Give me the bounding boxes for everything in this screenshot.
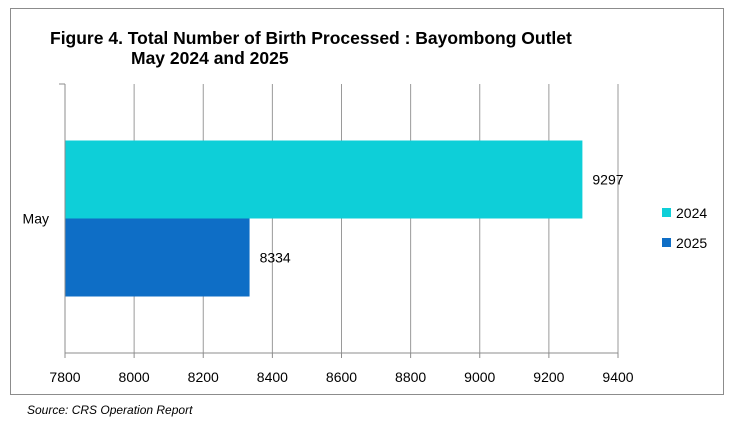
source-note: Source: CRS Operation Report: [27, 403, 193, 417]
bar-2024-May: [65, 140, 583, 219]
x-tick-label-8000: 8000: [119, 369, 150, 385]
legend-swatch-2025: [662, 238, 671, 247]
x-tick-label-8800: 8800: [395, 369, 426, 385]
x-tick-label-8400: 8400: [257, 369, 288, 385]
chart-title-line1: Figure 4. Total Number of Birth Processe…: [50, 28, 572, 48]
chart-subtitle: May 2024 and 2025: [131, 48, 289, 68]
chart-title: Figure 4. Total Number of Birth Processe…: [50, 28, 572, 68]
legend-label-2024: 2024: [676, 205, 707, 221]
data-label-2024-May: 9297: [592, 172, 623, 188]
x-tick-label-8200: 8200: [188, 369, 219, 385]
bars: [65, 140, 583, 297]
legend: 2024 2025: [662, 205, 707, 251]
y-category-label-May: May: [23, 211, 49, 227]
axes: [59, 83, 619, 358]
labels: 7800 8000 8200 8400 8600 8800 9000 9200 9400 9297…: [23, 172, 634, 386]
x-tick-label-7800: 7800: [49, 369, 80, 385]
x-tick-label-8600: 8600: [326, 369, 357, 385]
data-label-2025-May: 8334: [260, 250, 291, 266]
x-tick-label-9000: 9000: [464, 369, 495, 385]
legend-swatch-2024: [662, 208, 671, 217]
x-tick-label-9200: 9200: [533, 369, 564, 385]
x-tick-label-9400: 9400: [602, 369, 633, 385]
bar-2025-May: [65, 218, 250, 297]
legend-label-2025: 2025: [676, 235, 707, 251]
